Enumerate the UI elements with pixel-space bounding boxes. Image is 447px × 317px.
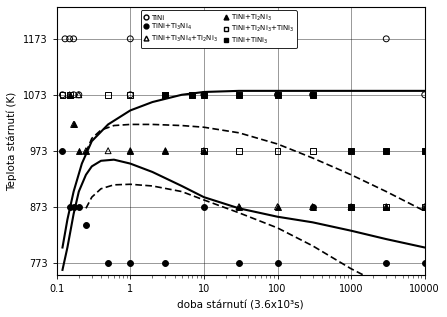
Point: [309, 204, 316, 209]
Point: [70, 36, 77, 41]
Point: [105, 260, 112, 265]
Point: [200, 92, 207, 97]
Point: [200, 148, 207, 153]
Point: [162, 36, 169, 41]
Point: [70, 204, 77, 209]
Point: [236, 148, 243, 153]
Point: [421, 204, 428, 209]
Point: [127, 92, 134, 97]
Point: [127, 36, 134, 41]
X-axis label: doba stárnutí (3.6x10³s): doba stárnutí (3.6x10³s): [177, 300, 304, 310]
Point: [189, 92, 196, 97]
Point: [383, 36, 390, 41]
Point: [236, 204, 243, 209]
Point: [274, 204, 281, 209]
Point: [421, 92, 428, 97]
Point: [162, 260, 169, 265]
Point: [82, 223, 89, 228]
Point: [421, 204, 428, 209]
Point: [348, 148, 355, 153]
Point: [59, 148, 66, 153]
Point: [274, 260, 281, 265]
Point: [309, 204, 316, 209]
Point: [383, 204, 390, 209]
Point: [127, 148, 134, 153]
Point: [348, 204, 355, 209]
Point: [309, 148, 316, 153]
Point: [75, 204, 82, 209]
Point: [70, 92, 77, 97]
Point: [66, 92, 73, 97]
Point: [200, 204, 207, 209]
Point: [62, 36, 69, 41]
Point: [383, 204, 390, 209]
Point: [383, 260, 390, 265]
Point: [309, 204, 316, 209]
Legend: TiNi, TiNi+Ti$_3$Ni$_4$, TiNi+Ti$_3$Ni$_4$+Ti$_2$Ni$_3$, TiNi+Ti$_2$Ni$_3$, TiNi: TiNi, TiNi+Ti$_3$Ni$_4$, TiNi+Ti$_3$Ni$_…: [141, 10, 297, 48]
Y-axis label: Teplota stárnutí (K): Teplota stárnutí (K): [7, 92, 17, 191]
Point: [274, 92, 281, 97]
Point: [200, 148, 207, 153]
Point: [82, 148, 89, 153]
Point: [200, 148, 207, 153]
Point: [236, 204, 243, 209]
Point: [75, 148, 82, 153]
Point: [236, 92, 243, 97]
Point: [162, 148, 169, 153]
Point: [421, 148, 428, 153]
Point: [70, 122, 77, 127]
Point: [59, 92, 66, 97]
Point: [309, 92, 316, 97]
Point: [421, 260, 428, 265]
Point: [105, 148, 112, 153]
Point: [127, 260, 134, 265]
Point: [383, 204, 390, 209]
Point: [421, 204, 428, 209]
Point: [236, 260, 243, 265]
Point: [274, 204, 281, 209]
Point: [59, 92, 66, 97]
Point: [162, 92, 169, 97]
Point: [82, 148, 89, 153]
Point: [348, 204, 355, 209]
Point: [66, 92, 73, 97]
Point: [274, 148, 281, 153]
Point: [348, 204, 355, 209]
Point: [348, 204, 355, 209]
Point: [66, 36, 73, 41]
Point: [70, 122, 77, 127]
Point: [105, 92, 112, 97]
Point: [383, 148, 390, 153]
Point: [66, 92, 73, 97]
Point: [127, 148, 134, 153]
Point: [236, 36, 243, 41]
Point: [200, 92, 207, 97]
Point: [127, 92, 134, 97]
Point: [66, 204, 73, 209]
Point: [274, 92, 281, 97]
Point: [162, 92, 169, 97]
Point: [75, 92, 82, 97]
Point: [162, 148, 169, 153]
Point: [75, 92, 82, 97]
Point: [309, 92, 316, 97]
